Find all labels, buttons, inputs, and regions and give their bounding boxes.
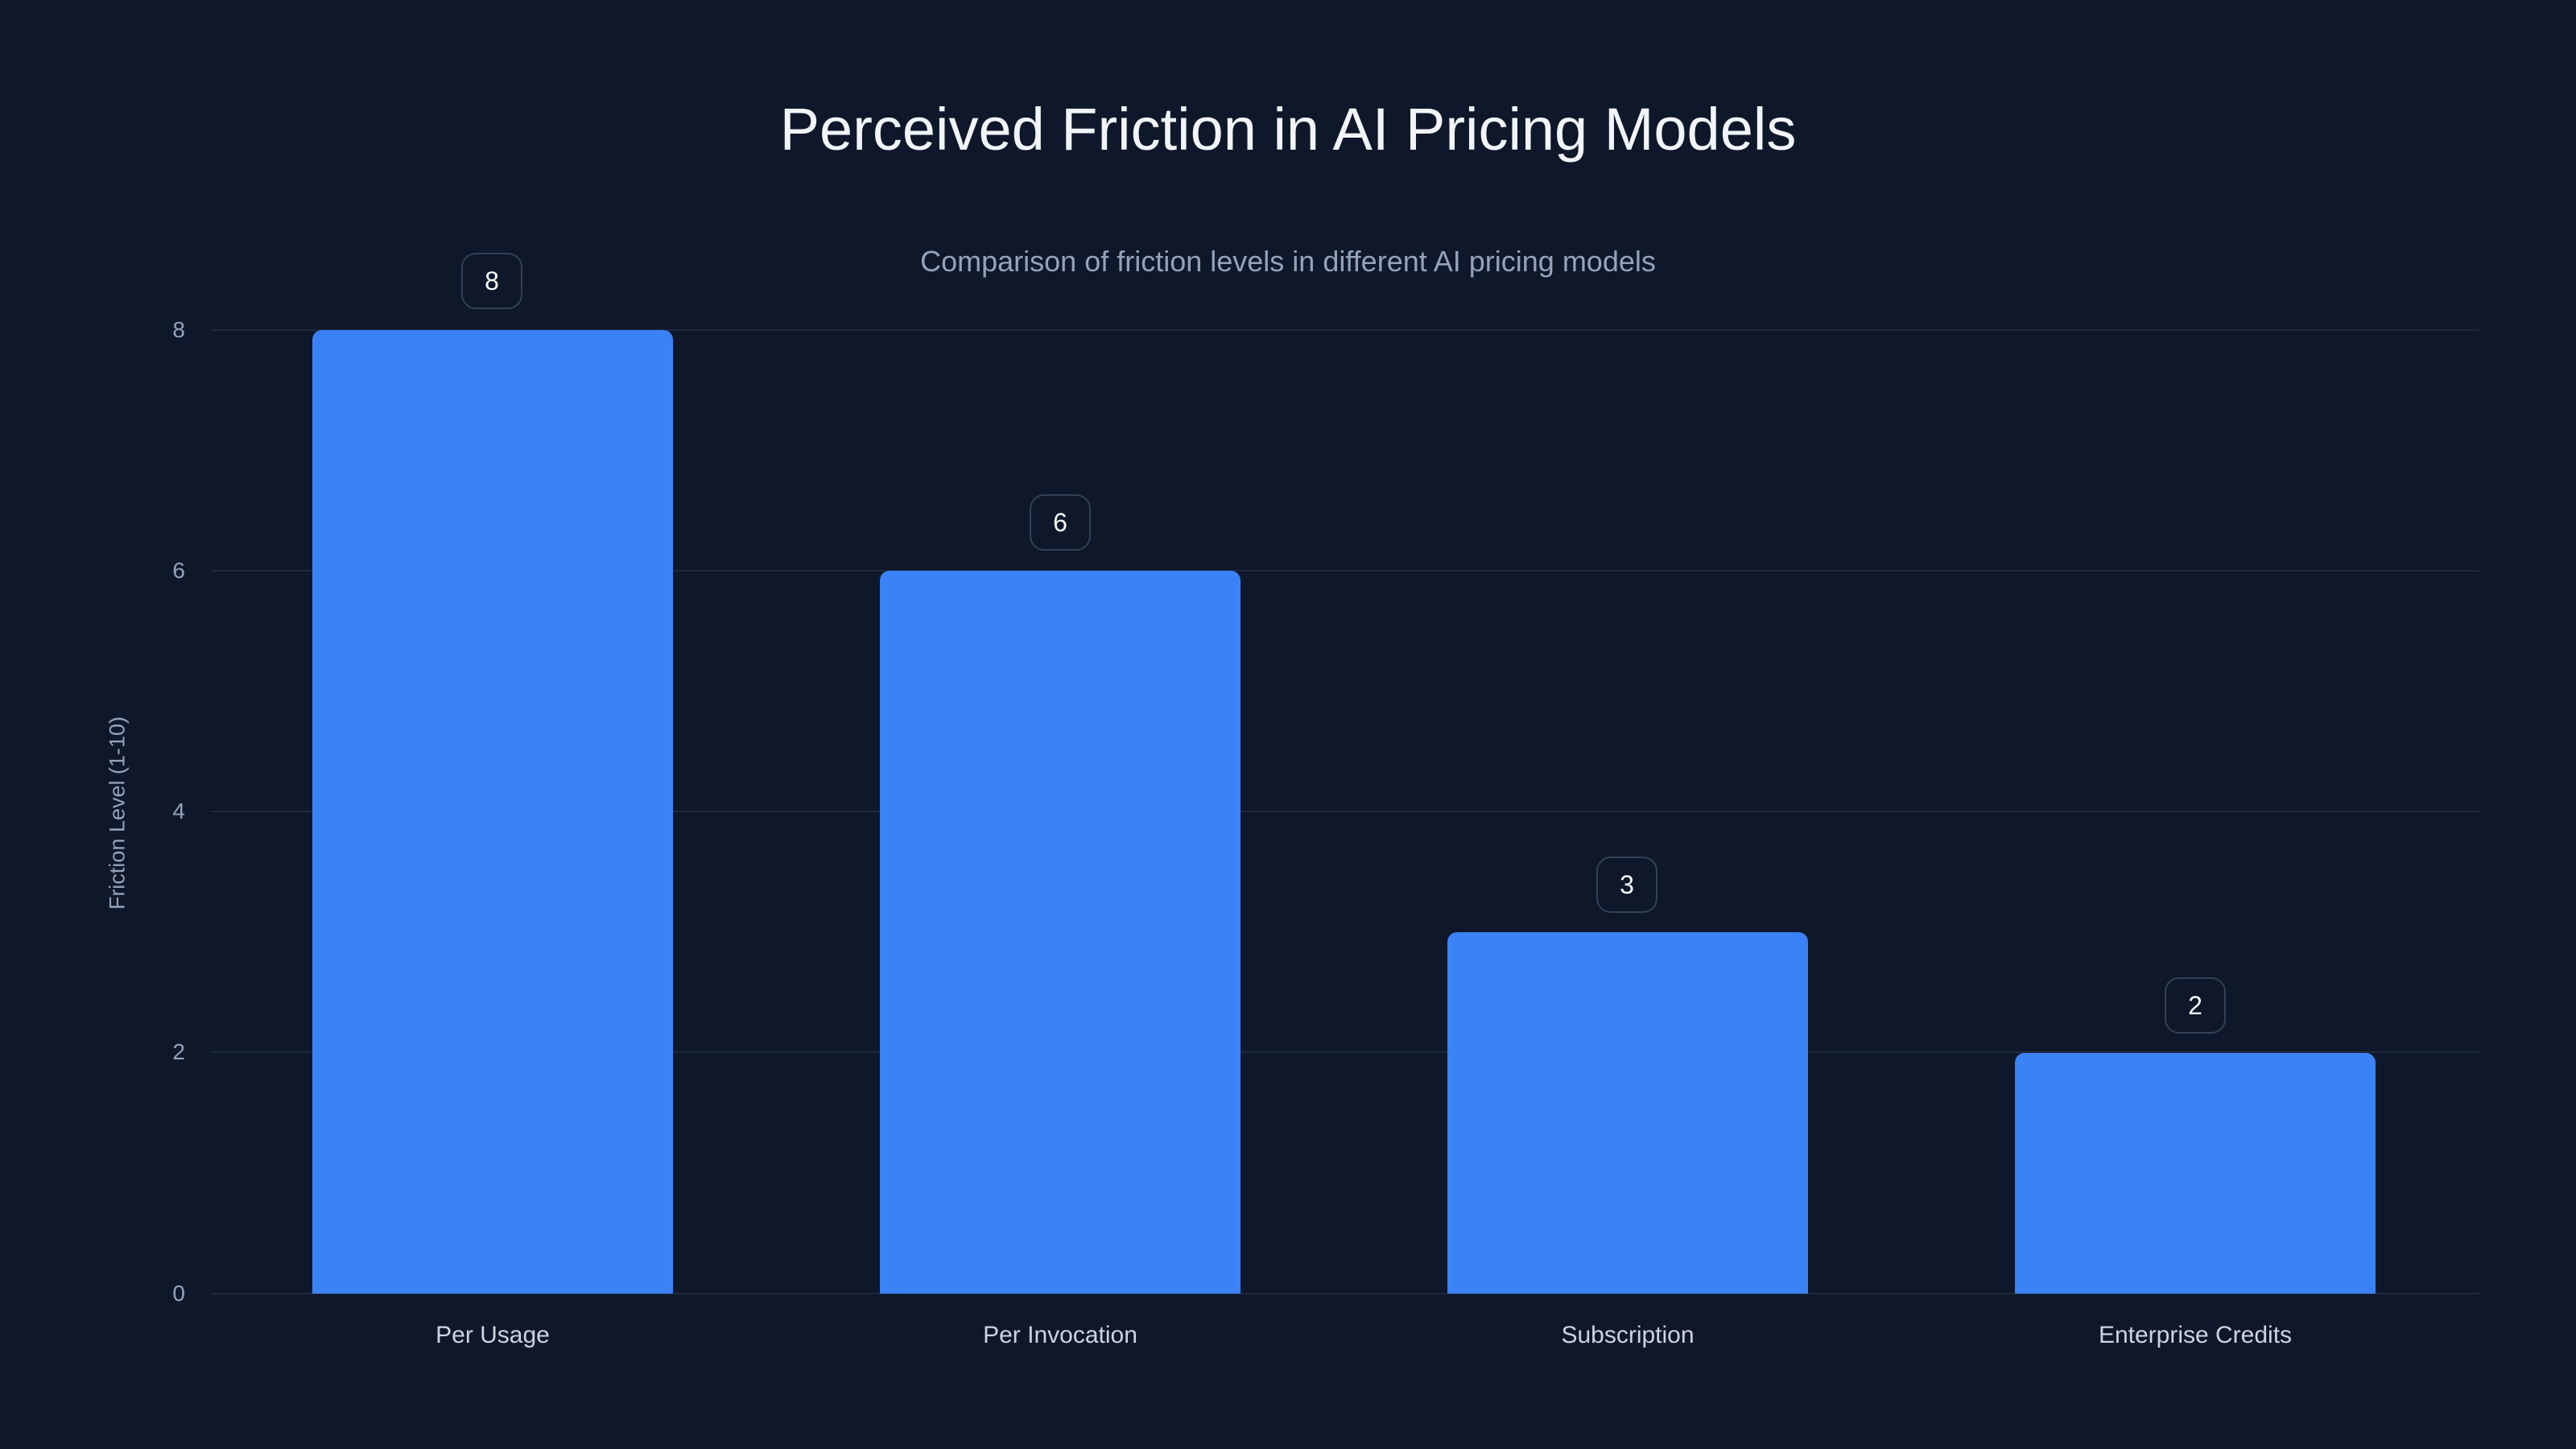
bar-per-usage[interactable] [312, 330, 673, 1294]
y-tick-4: 4 [172, 799, 185, 824]
data-label-subscription: 3 [1596, 857, 1657, 913]
gridline-6 [211, 570, 2479, 572]
gridline-8 [211, 329, 2479, 331]
y-tick-2: 2 [172, 1039, 185, 1064]
bar-per-invocation[interactable] [880, 571, 1241, 1294]
bar-subscription[interactable] [1447, 932, 1808, 1294]
gridline-2 [211, 1051, 2479, 1053]
gridline-0 [211, 1293, 2479, 1294]
x-label-per-usage: Per Usage [436, 1322, 550, 1348]
gridline-4 [211, 811, 2479, 812]
data-label-per-invocation: 6 [1030, 494, 1091, 551]
y-tick-6: 6 [172, 558, 185, 583]
data-label-per-usage: 8 [461, 253, 522, 309]
y-axis-label: Friction Level (1-10) [105, 716, 130, 910]
chart-subtitle: Comparison of friction levels in differe… [920, 245, 1656, 278]
y-tick-0: 0 [172, 1281, 185, 1306]
data-label-enterprise-credits: 2 [2165, 977, 2226, 1034]
x-label-enterprise-credits: Enterprise Credits [2098, 1322, 2293, 1348]
x-label-per-invocation: Per Invocation [983, 1322, 1137, 1348]
bar-enterprise-credits[interactable] [2015, 1053, 2376, 1294]
chart-title: Perceived Friction in AI Pricing Models [779, 96, 1797, 163]
y-tick-8: 8 [172, 317, 185, 342]
x-label-subscription: Subscription [1561, 1322, 1695, 1348]
